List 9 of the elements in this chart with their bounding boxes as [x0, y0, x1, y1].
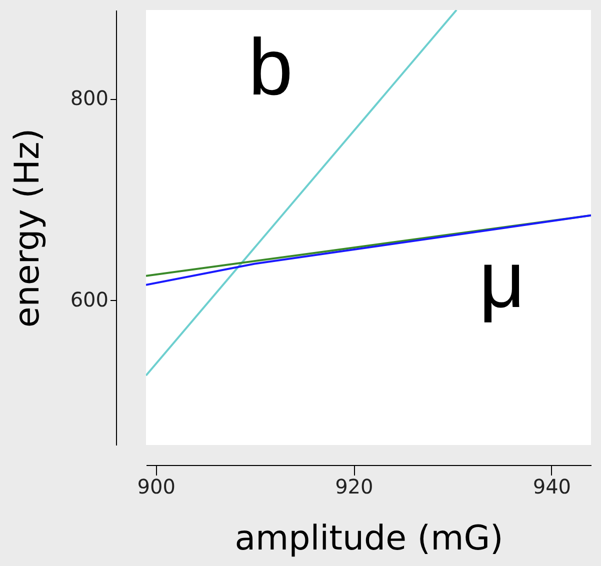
x-tick-label: 900	[137, 474, 176, 498]
y-tick-label: 800	[70, 86, 108, 110]
annotation: μ	[478, 234, 526, 324]
x-tick-label: 940	[532, 474, 572, 498]
x-tick-label: 920	[335, 474, 374, 498]
annotation: b	[248, 22, 293, 112]
y-tick-label: 600	[70, 288, 108, 312]
y-axis-title: energy (Hz)	[7, 128, 48, 328]
x-axis-title: amplitude (mG)	[234, 518, 504, 558]
